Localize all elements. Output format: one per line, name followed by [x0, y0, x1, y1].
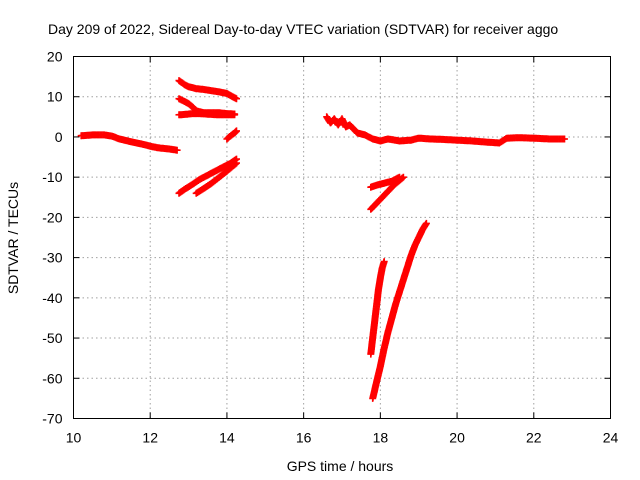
x-tick-label: 10: [66, 430, 82, 446]
y-tick-label: -60: [42, 370, 62, 386]
series-arc-7: [223, 127, 240, 143]
data-series: [77, 77, 568, 402]
plot-frame: [73, 56, 611, 419]
series-arc-6: [192, 159, 240, 197]
x-tick-label: 24: [603, 430, 619, 446]
y-tick-label: 0: [55, 129, 63, 145]
x-tick-label: 22: [526, 430, 542, 446]
x-tick-label: 16: [296, 430, 312, 446]
x-tick-label: 20: [449, 430, 465, 446]
x-tick-label: 18: [373, 430, 389, 446]
series-arc-12: [369, 219, 430, 402]
data-point: [233, 127, 240, 135]
data-point: [231, 111, 239, 119]
series-arc-1: [77, 131, 181, 154]
x-axis-label: GPS time / hours: [287, 458, 394, 474]
chart-title: Day 209 of 2022, Sidereal Day-to-day VTE…: [48, 21, 558, 37]
data-point: [233, 95, 240, 103]
data-point: [399, 173, 407, 181]
y-tick-label: -20: [42, 209, 62, 225]
data-point: [233, 159, 240, 167]
x-tick-label: 14: [219, 430, 235, 446]
y-tick-label: -10: [42, 169, 62, 185]
series-arc-8: [323, 113, 568, 147]
series-arc-5: [175, 155, 240, 197]
y-tick-label: -40: [42, 290, 62, 306]
data-point: [173, 146, 181, 154]
series-arc-11: [367, 258, 388, 358]
y-axis-label: SDTVAR / TECUs: [5, 182, 21, 294]
data-point: [561, 135, 568, 143]
y-tick-label: 10: [47, 89, 63, 105]
series-arc-4: [175, 110, 239, 119]
y-tick-label: 20: [47, 49, 63, 65]
y-tick-label: -70: [42, 411, 62, 427]
data-point: [422, 219, 430, 227]
series-arc-2: [175, 77, 240, 103]
data-point: [380, 258, 388, 266]
x-tick-label: 12: [142, 430, 158, 446]
series-arc-10: [367, 173, 407, 213]
axis-ticks: 10 12 14 16 18 20 22 24 -70 -60 -50 -40 -30 -20 -10 0 10…: [42, 49, 618, 446]
y-tick-label: -50: [42, 330, 62, 346]
y-tick-label: -30: [42, 250, 62, 266]
